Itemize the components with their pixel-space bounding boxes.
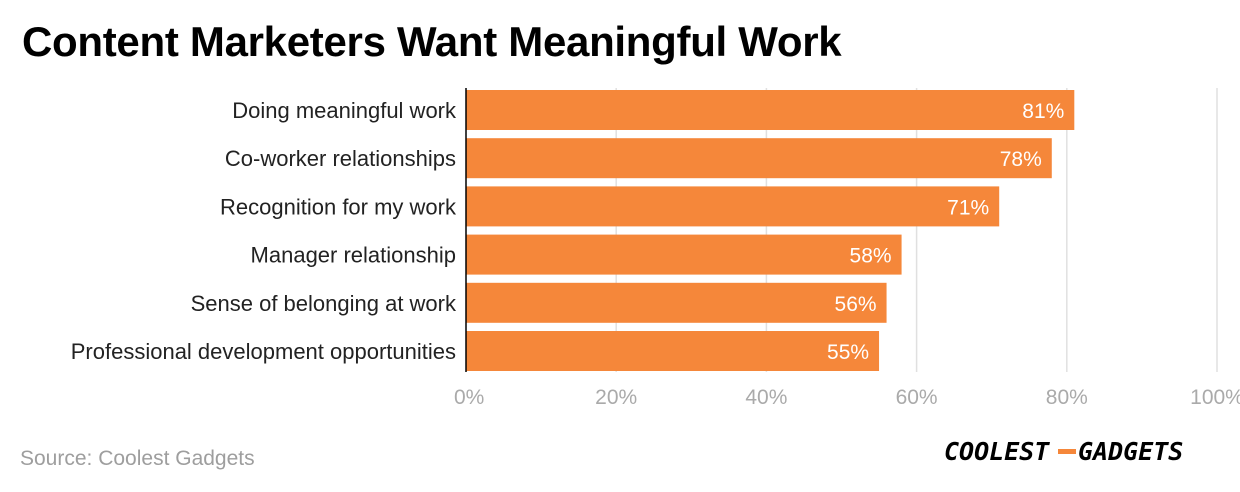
bar-2 [466, 138, 1052, 179]
x-tick-label-20: 20% [595, 386, 637, 409]
source-note: Source: Coolest Gadgets [20, 447, 255, 470]
category-label-4: Manager relationship [251, 243, 456, 268]
x-tick-label-0: 0% [454, 386, 484, 409]
value-label-1: 81% [1022, 100, 1064, 123]
logo-text-left: COOLEST [944, 437, 1050, 466]
logo-dash [1058, 449, 1076, 454]
bar-layer [466, 90, 1075, 371]
category-label-6: Professional development opportunities [71, 339, 456, 364]
axis-layer: 0% 20% 40% 60% 80% 100% [454, 88, 1240, 409]
x-tick-label-100: 100% [1190, 386, 1240, 409]
bar-4 [466, 234, 902, 275]
grid-layer [615, 88, 1218, 372]
bar-5 [466, 282, 887, 323]
value-label-2: 78% [1000, 148, 1042, 171]
bar-6 [466, 331, 880, 371]
label-layer: Doing meaningful work 81% Co-worker relati… [71, 98, 1065, 364]
value-label-6: 55% [827, 341, 869, 364]
coolest-gadgets-logo: COOLEST GADGETS [944, 437, 1183, 466]
logo-text-right: GADGETS [1078, 437, 1183, 466]
value-label-5: 56% [835, 293, 877, 316]
category-label-5: Sense of belonging at work [191, 291, 457, 316]
category-label-3: Recognition for my work [220, 194, 457, 219]
value-label-3: 71% [947, 196, 989, 219]
category-label-1: Doing meaningful work [232, 98, 457, 123]
bar-3 [466, 186, 1000, 227]
bar-1 [466, 90, 1075, 130]
category-label-2: Co-worker relationships [225, 146, 456, 171]
x-tick-label-40: 40% [745, 386, 787, 409]
x-tick-label-80: 80% [1046, 386, 1088, 409]
x-tick-label-60: 60% [896, 386, 938, 409]
value-label-4: 58% [850, 245, 892, 268]
bar-chart: Doing meaningful work 81% Co-worker relati… [71, 88, 1240, 409]
chart-title: Content Marketers Want Meaningful Work [22, 18, 842, 65]
